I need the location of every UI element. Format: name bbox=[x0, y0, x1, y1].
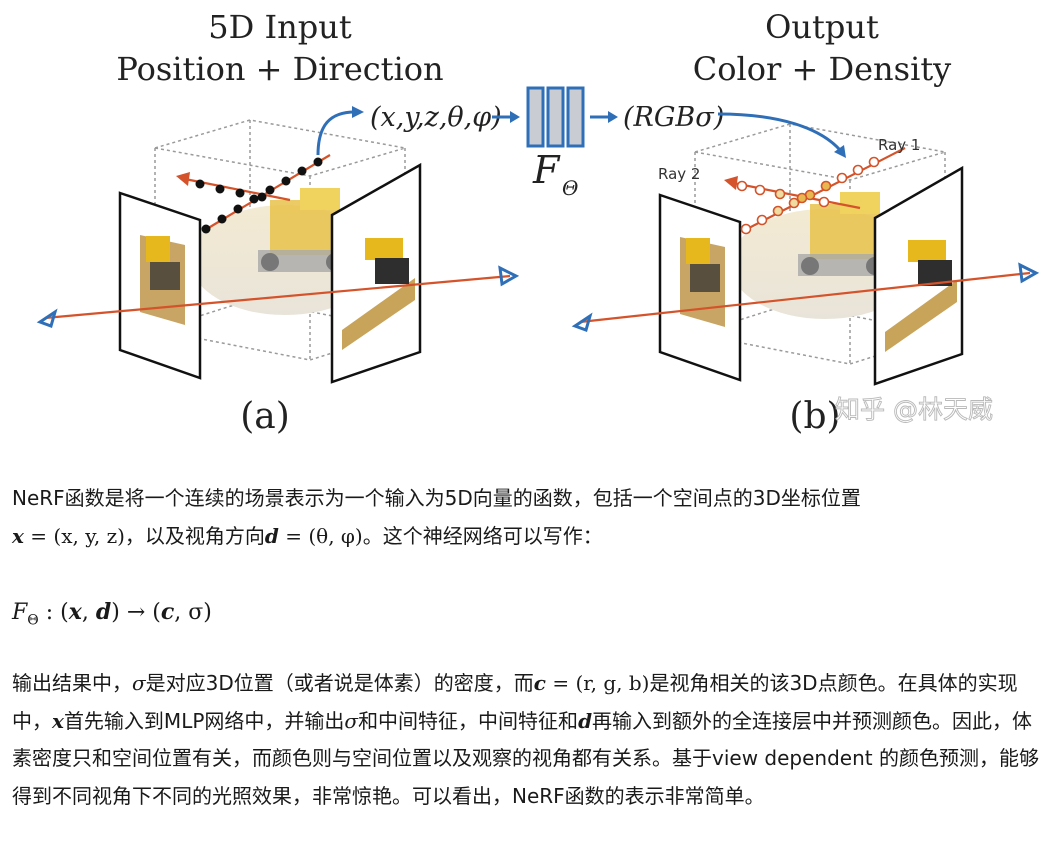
network-subscript: Θ bbox=[562, 176, 578, 200]
panel-b-label: (b) bbox=[789, 396, 840, 437]
output-title-line2: Color + Density bbox=[693, 50, 952, 88]
network-arrows bbox=[492, 111, 618, 123]
panel-a-scene bbox=[36, 106, 520, 384]
panel-a-label: (a) bbox=[240, 396, 290, 437]
input-title-line1: 5D Input bbox=[208, 8, 352, 46]
output-tuple: (RGBσ) bbox=[623, 102, 724, 133]
nerf-figure: 5D Input Position + Direction Output Col… bbox=[36, 8, 1040, 437]
output-title-line1: Output bbox=[765, 8, 879, 46]
ray2-label: Ray 2 bbox=[658, 165, 700, 183]
network-block bbox=[526, 86, 585, 148]
ray1-label: Ray 1 bbox=[878, 136, 920, 154]
intro-paragraph: NeRF函数是将一个连续的场景表示为一个输入为5D向量的函数，包括一个空间点的3… bbox=[12, 486, 861, 548]
explanation-paragraph: 输出结果中，σ是对应3D位置（或者说是体素）的密度，而c = (r, g, b)… bbox=[12, 671, 1039, 808]
network-label: F bbox=[532, 148, 561, 192]
panel-b-scene bbox=[571, 112, 1040, 386]
input-title-line2: Position + Direction bbox=[116, 50, 443, 88]
input-tuple: (x,y,z,θ,φ) bbox=[370, 102, 502, 133]
watermark: 知乎 @林天威 bbox=[835, 395, 993, 424]
network-formula: FΘ : (x, d) → (c, σ) bbox=[12, 599, 212, 629]
